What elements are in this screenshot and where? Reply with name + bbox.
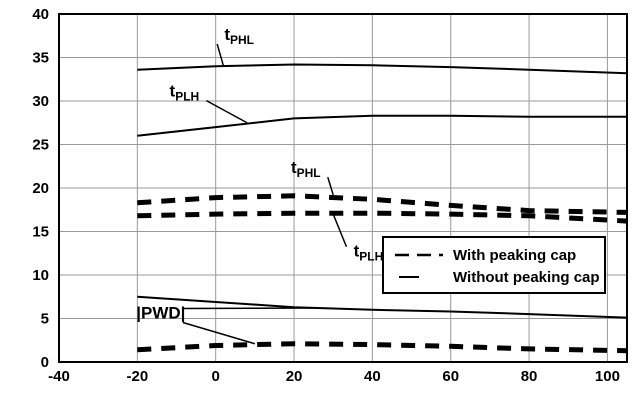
annotation-label: tPHL: [224, 25, 254, 47]
annotation-label: |PWD|: [136, 304, 185, 323]
tick-labels: -40 -20 0 20 40 60 80 100 0 5 10 15 20 25 30 35 40: [32, 6, 620, 385]
y-tick-label: 5: [41, 311, 49, 328]
annotation-subscript: PLH: [359, 250, 383, 264]
x-tick-label: -20: [127, 368, 149, 385]
grid: [59, 14, 627, 362]
annotation-leader-line: [332, 213, 348, 248]
x-tick-label: 40: [364, 368, 381, 385]
dashed-series-line: [137, 193, 628, 215]
x-tick-label: 0: [212, 368, 220, 385]
annotation-subscript: PLH: [175, 90, 199, 104]
solid-series-line: [137, 63, 628, 75]
dashed-series-line: [137, 341, 628, 354]
annotation-leader-line: [327, 176, 334, 196]
annotation-leader-line: [182, 321, 256, 345]
y-tick-label: 15: [32, 224, 49, 241]
y-tick-label: 0: [41, 354, 49, 371]
y-tick-label: 25: [32, 137, 49, 154]
dashed-series-line: [137, 210, 628, 224]
x-tick-label: 60: [442, 368, 459, 385]
y-tick-label: 30: [32, 93, 49, 110]
plot-frame: [58, 13, 628, 363]
annotation-subscript: PHL: [297, 166, 321, 180]
y-tick-label: 40: [32, 6, 49, 23]
annotation-leader-line: [216, 43, 225, 67]
annotation-label: tPLH: [170, 82, 200, 104]
annotation-label: tPLH: [354, 242, 384, 264]
y-tick-label: 35: [32, 50, 49, 67]
y-tick-label: 10: [32, 267, 49, 284]
series-layer: [137, 63, 628, 354]
y-tick-label: 20: [32, 180, 49, 197]
annotation-leader-line: [205, 99, 248, 124]
annotation-subscript: PHL: [230, 33, 254, 47]
solid-series-line: [137, 295, 628, 319]
legend: With peaking cap Without peaking cap: [382, 236, 606, 294]
x-tick-label: 80: [521, 368, 538, 385]
solid-series-line: [137, 114, 627, 137]
annotations: tPHL tPLH tPHL tPLH |PWD|: [136, 25, 384, 345]
x-tick-label: 100: [595, 368, 620, 385]
legend-entry-label: With peaking cap: [453, 247, 576, 264]
x-tick-label: 20: [286, 368, 303, 385]
legend-box: [382, 236, 606, 294]
x-tick-label: -40: [48, 368, 70, 385]
legend-entry-label: Without peaking cap: [453, 269, 600, 286]
annotation-label: tPHL: [291, 158, 321, 180]
